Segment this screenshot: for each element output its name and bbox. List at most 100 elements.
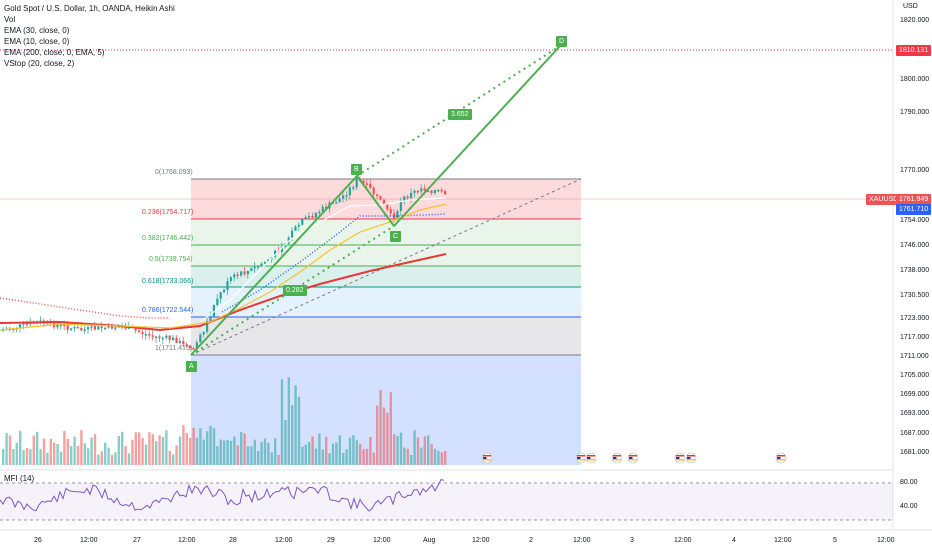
currency-label: USD — [903, 3, 918, 10]
point-d-label[interactable]: D — [556, 36, 568, 47]
candle-body — [325, 206, 328, 209]
volume-bar — [56, 444, 59, 465]
volume-bar — [195, 437, 199, 465]
candle-body — [104, 327, 107, 330]
event-flag-icon[interactable] — [674, 452, 686, 464]
event-flag-icon[interactable] — [575, 452, 587, 464]
price-tick-1717: 1717.000 — [900, 334, 930, 341]
ratio-ac-label[interactable]: 0.282 — [283, 285, 307, 296]
ratio-bd-label[interactable]: 3.652 — [448, 109, 472, 120]
point-c-label[interactable]: C — [390, 231, 402, 242]
volume-bar — [25, 447, 29, 465]
candle-body — [185, 344, 188, 347]
volume-bar — [423, 436, 426, 465]
point-a-label[interactable]: A — [186, 361, 197, 372]
candle-body — [182, 340, 185, 345]
candle-body — [229, 277, 232, 282]
volume-bar — [202, 439, 205, 465]
fib-label-0236: 0.236(1754.717) — [142, 209, 194, 216]
volume-bar — [389, 392, 392, 465]
volume-bar — [325, 436, 328, 465]
indicator-vstop[interactable]: VStop (20, close, 2) — [4, 59, 75, 68]
current-price-tag: 1761.949 — [896, 194, 932, 205]
time-tick: 12:00 — [877, 537, 895, 544]
volume-bar — [189, 437, 192, 465]
candle-body — [372, 187, 375, 195]
indicator-ema200[interactable]: EMA (200, close, 0, EMA, 5) — [4, 48, 105, 57]
candle-body — [199, 334, 202, 343]
indicator-ema30[interactable]: EMA (30, close, 0) — [4, 26, 70, 35]
volume-bar — [144, 444, 148, 465]
candle-body — [209, 316, 212, 321]
event-flag-icon[interactable] — [627, 452, 639, 464]
volume-bar — [229, 440, 233, 465]
price-tick-1746: 1746.000 — [900, 242, 930, 249]
volume-bar — [90, 437, 93, 465]
candle-body — [189, 346, 192, 349]
candle-body — [70, 328, 73, 330]
target-price-tag: 1810.131 — [896, 45, 932, 56]
fib-retracement[interactable] — [190, 178, 582, 465]
volume-bar — [376, 405, 379, 465]
indicator-ema10[interactable]: EMA (10, close, 0) — [4, 37, 70, 46]
candle-body — [352, 187, 355, 189]
volume-bar — [362, 449, 365, 465]
symbol-title[interactable]: Gold Spot / U.S. Dollar, 1h, OANDA, Heik… — [4, 4, 175, 13]
candle-body — [274, 250, 277, 258]
volume-bar — [335, 442, 338, 465]
candle-body — [114, 327, 117, 329]
volume-bar — [46, 452, 49, 465]
candle-body — [233, 274, 236, 278]
candle-body — [389, 209, 392, 214]
fib-label-0: 0(1768.093) — [155, 169, 193, 176]
candle-body — [304, 216, 307, 219]
candle-body — [321, 206, 324, 212]
mfi-legend[interactable]: MFI (14) — [4, 474, 35, 483]
fib-label-0382: 0.382(1746.442) — [142, 235, 194, 242]
volume-bar — [12, 449, 15, 465]
event-flag-icon[interactable] — [585, 452, 597, 464]
candle-body — [226, 281, 229, 291]
volume-bar — [42, 438, 46, 465]
fib-zone-0382-05 — [191, 245, 581, 266]
volume-bar — [148, 432, 151, 465]
volume-bar — [304, 444, 307, 465]
volume-bar — [155, 441, 158, 465]
volume-bar — [280, 379, 284, 465]
candle-body — [335, 202, 338, 204]
point-b-label[interactable]: B — [351, 164, 362, 175]
candle-body — [365, 183, 368, 185]
event-flag-icon[interactable] — [611, 452, 623, 464]
time-tick: Aug — [423, 537, 436, 544]
volume-bar — [182, 425, 185, 465]
volume-bar — [5, 433, 8, 465]
volume-bar — [83, 443, 86, 465]
volume-bar — [311, 436, 314, 465]
volume-bar — [369, 436, 372, 465]
fib-label-0618: 0.618(1733.066) — [142, 278, 194, 285]
volume-bar — [301, 446, 304, 465]
price-tick-1754: 1754.000 — [900, 217, 930, 224]
price-tick-1820: 1820.000 — [900, 17, 930, 24]
event-flag-icon[interactable] — [481, 452, 493, 464]
price-tick-1723: 1723.000 — [900, 315, 930, 322]
candle-body — [76, 326, 79, 329]
volume-bar — [348, 437, 352, 465]
volume-bar — [15, 442, 18, 465]
time-tick: 26 — [34, 537, 42, 544]
fib-label-0786: 0.786(1722.544) — [142, 307, 194, 314]
candle-body — [342, 195, 345, 199]
economic-events[interactable] — [481, 452, 787, 464]
fib-label-1: 1(1711.415) — [155, 345, 193, 352]
indicator-vol[interactable]: Vol — [4, 15, 16, 24]
candle-body — [420, 188, 423, 192]
candle-body — [63, 324, 66, 327]
volume-bar — [226, 439, 229, 465]
event-flag-icon[interactable] — [775, 452, 787, 464]
volume-bar — [430, 443, 433, 465]
candle-body — [297, 224, 300, 227]
volume-bar — [131, 439, 134, 465]
event-flag-icon[interactable] — [685, 452, 697, 464]
